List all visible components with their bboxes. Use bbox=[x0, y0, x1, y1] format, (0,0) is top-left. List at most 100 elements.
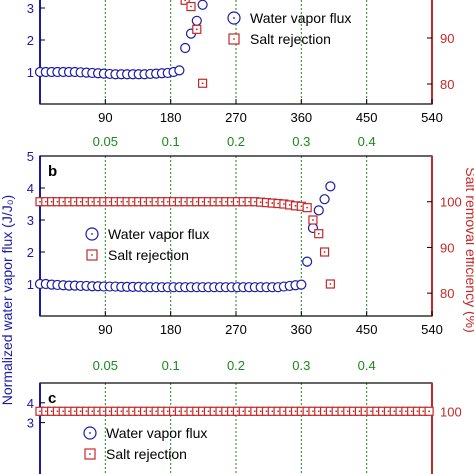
data-point-dot bbox=[114, 410, 117, 413]
data-point-dot bbox=[381, 410, 384, 413]
data-point-dot bbox=[97, 410, 99, 413]
series-salt-rejection bbox=[35, 197, 335, 289]
x-tick-label: 270 bbox=[225, 322, 247, 337]
data-point-dot bbox=[39, 200, 41, 203]
data-point-dot bbox=[323, 410, 326, 413]
data-point bbox=[319, 194, 330, 205]
data-point bbox=[180, 0, 190, 5]
data-point-dot bbox=[317, 410, 320, 413]
legend-marker-dot bbox=[91, 233, 93, 235]
y-left-tick-label: 1 bbox=[27, 65, 34, 80]
data-point bbox=[180, 42, 191, 54]
x-top-tick-label: 0.05 bbox=[93, 134, 118, 149]
data-point-dot bbox=[230, 410, 233, 413]
x-tick-label: 270 bbox=[225, 110, 247, 125]
data-point bbox=[313, 205, 324, 216]
data-point-dot bbox=[248, 200, 250, 203]
data-point bbox=[325, 181, 336, 192]
data-point-dot bbox=[195, 28, 198, 31]
data-point-dot bbox=[306, 206, 309, 209]
legend: Water vapor flux Salt rejection bbox=[85, 226, 209, 263]
panel-b: 90 180 270 360 450 540 0.05 0.1 0.2 0.3 0.4 1 2 3 4 5 80… bbox=[27, 134, 462, 337]
data-point-dot bbox=[143, 410, 146, 413]
data-point-dot bbox=[248, 410, 250, 413]
data-point-dot bbox=[346, 410, 349, 413]
data-point-dot bbox=[79, 410, 82, 413]
data-point-dot bbox=[317, 232, 320, 235]
data-point-dot bbox=[161, 200, 163, 203]
data-point-dot bbox=[178, 200, 181, 203]
data-point bbox=[302, 256, 313, 267]
x-top-tick-label: 0.1 bbox=[162, 358, 180, 373]
data-point-dot bbox=[85, 200, 88, 203]
data-point-dot bbox=[190, 410, 192, 413]
data-point-dot bbox=[410, 410, 413, 413]
data-point-dot bbox=[126, 200, 129, 203]
legend-label: Water vapor flux bbox=[108, 226, 209, 242]
panel-letter: c bbox=[48, 390, 56, 407]
data-point-dot bbox=[236, 200, 239, 203]
data-point-dot bbox=[352, 410, 355, 413]
data-point-dot bbox=[73, 410, 76, 413]
data-point-dot bbox=[219, 410, 221, 413]
data-point-dot bbox=[56, 410, 59, 413]
data-point-dot bbox=[102, 410, 105, 413]
data-point-dot bbox=[143, 200, 146, 203]
data-point-dot bbox=[213, 200, 216, 203]
data-point-dot bbox=[132, 200, 134, 203]
data-point-dot bbox=[277, 202, 280, 205]
data-point-dot bbox=[259, 410, 262, 413]
y-right-tick-label: 80 bbox=[440, 286, 454, 301]
x-tick-label: 450 bbox=[356, 322, 378, 337]
legend-marker-dot bbox=[89, 432, 91, 434]
x-top-tick-label: 0.05 bbox=[93, 358, 118, 373]
right-axis-label: Salt removal efficiency (%) bbox=[463, 167, 474, 332]
data-point-dot bbox=[253, 410, 256, 413]
data-point-dot bbox=[259, 201, 262, 204]
data-point-dot bbox=[428, 410, 430, 413]
data-point-dot bbox=[91, 410, 94, 413]
data-point-dot bbox=[312, 219, 314, 221]
data-point-dot bbox=[294, 204, 297, 207]
data-point-dot bbox=[399, 410, 401, 413]
series-water-vapor-flux bbox=[34, 181, 336, 293]
x-top-tick-label: 0.2 bbox=[227, 134, 245, 149]
series-salt-rejection bbox=[35, 406, 434, 416]
data-point-dot bbox=[265, 410, 268, 413]
x-tick-label: 360 bbox=[290, 322, 312, 337]
data-point-dot bbox=[300, 410, 303, 413]
panel-c: 0.05 0.1 0.2 0.3 0.4 3 4 100 c Water vapor flux Sa… bbox=[27, 358, 462, 474]
data-point-dot bbox=[79, 200, 82, 203]
data-point-dot bbox=[253, 200, 256, 203]
x-top-tick-label: 0.4 bbox=[358, 358, 376, 373]
data-point-dot bbox=[132, 410, 134, 413]
data-point-dot bbox=[358, 410, 361, 413]
data-point-dot bbox=[416, 410, 419, 413]
legend-marker-dot bbox=[91, 254, 93, 256]
data-point-dot bbox=[137, 200, 140, 203]
y-right-tick-label: 90 bbox=[440, 240, 454, 255]
x-tick-label: 90 bbox=[98, 110, 112, 125]
data-point-dot bbox=[108, 410, 111, 413]
y-left-tick-label: 3 bbox=[27, 1, 34, 16]
data-point-dot bbox=[224, 410, 227, 413]
data-point-dot bbox=[44, 410, 47, 413]
data-point-dot bbox=[370, 410, 372, 413]
legend-label: Salt rejection bbox=[106, 446, 187, 462]
data-point-dot bbox=[219, 200, 221, 203]
data-point-dot bbox=[404, 410, 407, 413]
data-point bbox=[174, 65, 185, 76]
legend: Water vapor flux Salt rejection bbox=[227, 10, 351, 47]
data-point-dot bbox=[68, 410, 70, 413]
data-point-dot bbox=[213, 410, 216, 413]
left-axis-label: Normalized water vapor flux (J/J₀) bbox=[0, 195, 15, 405]
data-point-dot bbox=[201, 200, 204, 203]
x-tick-label: 90 bbox=[98, 322, 112, 337]
data-point-dot bbox=[207, 200, 210, 203]
y-right-tick-label: 100 bbox=[440, 195, 462, 210]
data-point-dot bbox=[161, 410, 163, 413]
data-point-dot bbox=[236, 410, 239, 413]
y-left-tick-label: 2 bbox=[27, 33, 34, 48]
data-point-dot bbox=[230, 200, 233, 203]
